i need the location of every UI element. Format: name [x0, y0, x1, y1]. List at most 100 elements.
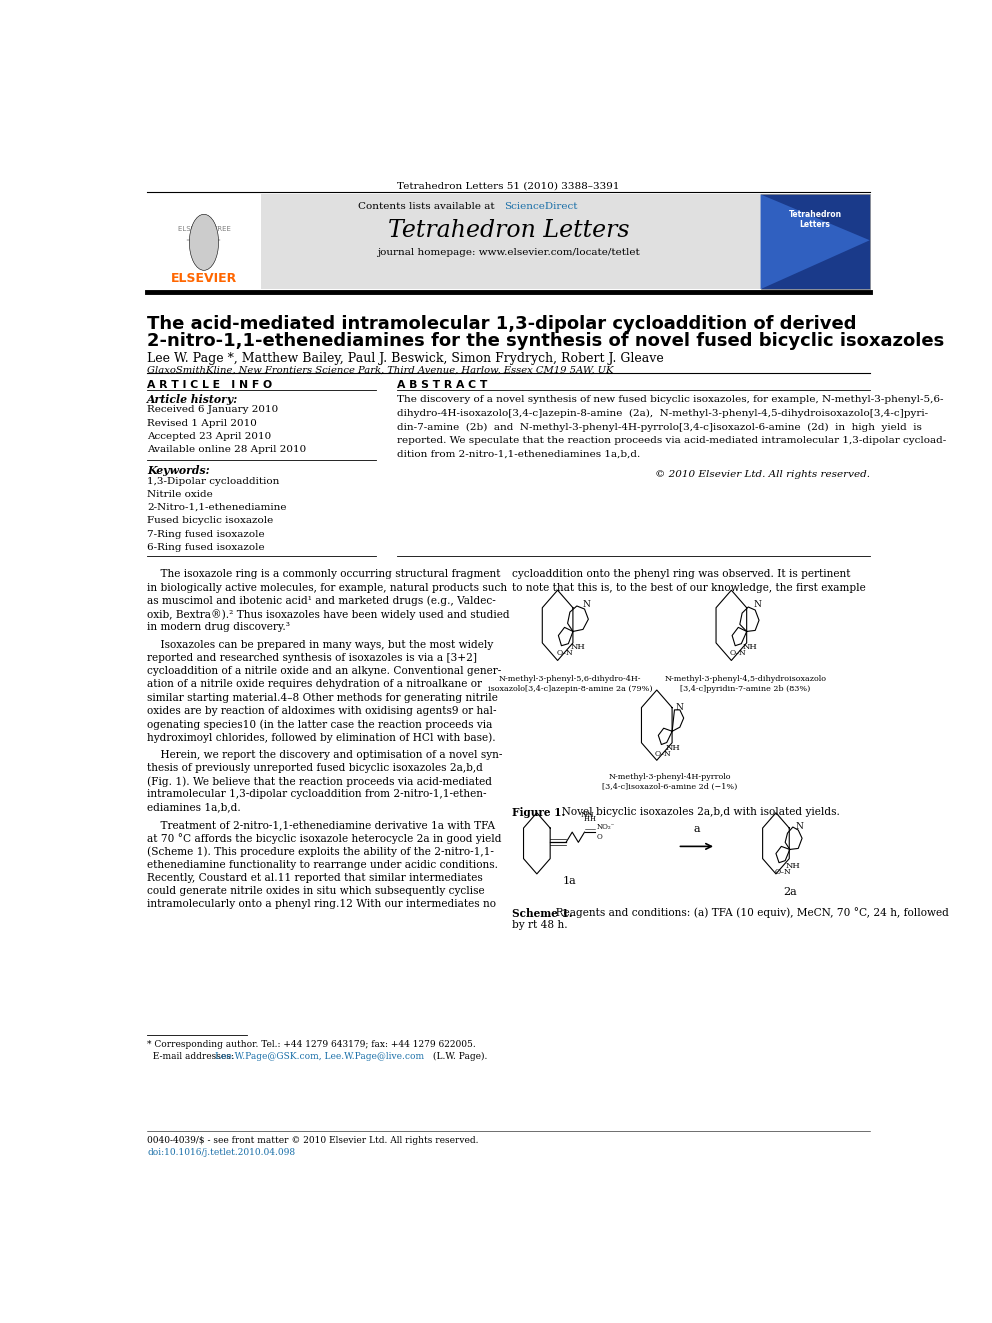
Text: ELSEVIER: ELSEVIER	[171, 273, 237, 286]
Text: at 70 °C affords the bicyclic isoxazole heterocycle 2a in good yield: at 70 °C affords the bicyclic isoxazole …	[147, 833, 502, 844]
Text: 2-nitro-1,1-ethenediamines for the synthesis of novel fused bicyclic isoxazoles: 2-nitro-1,1-ethenediamines for the synth…	[147, 332, 944, 351]
Text: Isoxazoles can be prepared in many ways, but the most widely: Isoxazoles can be prepared in many ways,…	[147, 639, 493, 650]
Text: Lee.W.Page@GSK.com, Lee.W.Page@live.com: Lee.W.Page@GSK.com, Lee.W.Page@live.com	[214, 1052, 424, 1061]
Text: Available online 28 April 2010: Available online 28 April 2010	[147, 445, 307, 454]
Text: A R T I C L E   I N F O: A R T I C L E I N F O	[147, 380, 272, 390]
Text: GlaxoSmithKline, New Frontiers Science Park, Third Avenue, Harlow, Essex CM19 5A: GlaxoSmithKline, New Frontiers Science P…	[147, 365, 614, 374]
FancyBboxPatch shape	[761, 194, 870, 290]
Text: Treatment of 2-nitro-1,1-ethenediamine derivative 1a with TFA: Treatment of 2-nitro-1,1-ethenediamine d…	[147, 820, 495, 830]
Text: N: N	[676, 704, 683, 712]
Text: H: H	[584, 815, 590, 823]
Text: Accepted 23 April 2010: Accepted 23 April 2010	[147, 431, 272, 441]
Text: N: N	[580, 811, 587, 819]
Text: Lee W. Page *, Matthew Bailey, Paul J. Beswick, Simon Frydrych, Robert J. Gleave: Lee W. Page *, Matthew Bailey, Paul J. B…	[147, 352, 664, 365]
Text: E-mail addresses:: E-mail addresses:	[147, 1052, 237, 1061]
Text: NH: NH	[786, 861, 801, 869]
Text: H: H	[590, 815, 596, 823]
Text: intramolecular 1,3-dipolar cycloaddition from 2-nitro-1,1-ethen-: intramolecular 1,3-dipolar cycloaddition…	[147, 790, 486, 799]
Text: oxides are by reaction of aldoximes with oxidising agents9 or hal-: oxides are by reaction of aldoximes with…	[147, 705, 497, 716]
Text: Received 6 January 2010: Received 6 January 2010	[147, 405, 279, 414]
Text: cycloaddition onto the phenyl ring was observed. It is pertinent: cycloaddition onto the phenyl ring was o…	[512, 569, 851, 579]
Text: Tetrahedron Letters 51 (2010) 3388–3391: Tetrahedron Letters 51 (2010) 3388–3391	[397, 181, 620, 191]
Text: O–N: O–N	[557, 648, 573, 656]
Text: NH: NH	[666, 744, 681, 751]
Text: intramolecularly onto a phenyl ring.12 With our intermediates no: intramolecularly onto a phenyl ring.12 W…	[147, 900, 496, 909]
Text: oxib, Bextra®).² Thus isoxazoles have been widely used and studied: oxib, Bextra®).² Thus isoxazoles have be…	[147, 609, 510, 619]
FancyBboxPatch shape	[147, 194, 870, 290]
Text: cycloaddition of a nitrile oxide and an alkyne. Conventional gener-: cycloaddition of a nitrile oxide and an …	[147, 665, 501, 676]
Text: The isoxazole ring is a commonly occurring structural fragment: The isoxazole ring is a commonly occurri…	[147, 569, 501, 579]
Text: N-methyl-3-phenyl-5,6-dihydro-4H-: N-methyl-3-phenyl-5,6-dihydro-4H-	[499, 675, 641, 683]
Text: 7-Ring fused isoxazole: 7-Ring fused isoxazole	[147, 529, 265, 538]
Text: hydroximoyl chlorides, followed by elimination of HCl with base).: hydroximoyl chlorides, followed by elimi…	[147, 733, 496, 742]
Text: [3,4-c]isoxazol-6-amine 2d (−1%): [3,4-c]isoxazol-6-amine 2d (−1%)	[602, 783, 737, 791]
Text: O–N: O–N	[655, 750, 672, 758]
Text: Revised 1 April 2010: Revised 1 April 2010	[147, 418, 257, 427]
Text: The discovery of a novel synthesis of new fused bicyclic isoxazoles, for example: The discovery of a novel synthesis of ne…	[397, 396, 943, 404]
Text: Keywords:: Keywords:	[147, 466, 209, 476]
Text: (L.W. Page).: (L.W. Page).	[430, 1052, 487, 1061]
Text: isoxazolo[3,4-c]azepin-8-amine 2a (79%): isoxazolo[3,4-c]azepin-8-amine 2a (79%)	[488, 685, 652, 693]
Text: The acid-mediated intramolecular 1,3-dipolar cycloaddition of derived: The acid-mediated intramolecular 1,3-dip…	[147, 315, 856, 332]
Text: Figure 1.: Figure 1.	[512, 807, 565, 818]
Text: a: a	[693, 824, 700, 835]
Text: journal homepage: www.elsevier.com/locate/tetlet: journal homepage: www.elsevier.com/locat…	[377, 249, 640, 258]
Text: 1a: 1a	[563, 876, 576, 886]
Text: NH: NH	[570, 643, 585, 651]
Text: ogenating species10 (in the latter case the reaction proceeds via: ogenating species10 (in the latter case …	[147, 720, 492, 729]
Polygon shape	[761, 194, 870, 290]
Text: [3,4-c]pyridin-7-amine 2b (83%): [3,4-c]pyridin-7-amine 2b (83%)	[680, 685, 810, 693]
Text: Herein, we report the discovery and optimisation of a novel syn-: Herein, we report the discovery and opti…	[147, 750, 502, 759]
Text: ediamines 1a,b,d.: ediamines 1a,b,d.	[147, 803, 241, 812]
Text: O–N: O–N	[775, 868, 792, 876]
Text: to note that this is, to the best of our knowledge, the first example: to note that this is, to the best of our…	[512, 582, 866, 593]
Text: N: N	[582, 601, 590, 610]
Text: (Scheme 1). This procedure exploits the ability of the 2-nitro-1,1-: (Scheme 1). This procedure exploits the …	[147, 847, 494, 857]
Text: 0040-4039/$ - see front matter © 2010 Elsevier Ltd. All rights reserved.: 0040-4039/$ - see front matter © 2010 El…	[147, 1135, 478, 1144]
Text: NH: NH	[742, 643, 757, 651]
Text: doi:10.1016/j.tetlet.2010.04.098: doi:10.1016/j.tetlet.2010.04.098	[147, 1148, 296, 1156]
Text: Nitrile oxide: Nitrile oxide	[147, 490, 213, 499]
Text: Article history:: Article history:	[147, 394, 238, 405]
Text: Tetrahedron Letters: Tetrahedron Letters	[388, 218, 629, 242]
Text: dition from 2-nitro-1,1-ethenediamines 1a,b,d.: dition from 2-nitro-1,1-ethenediamines 1…	[397, 450, 640, 459]
Text: reported and researched synthesis of isoxazoles is via a [3+2]: reported and researched synthesis of iso…	[147, 652, 477, 663]
Text: ethenediamine functionality to rearrange under acidic conditions.: ethenediamine functionality to rearrange…	[147, 860, 498, 869]
Text: N: N	[754, 601, 762, 610]
Text: 2a: 2a	[784, 888, 798, 897]
Text: din-7-amine  (2b)  and  N-methyl-3-phenyl-4H-pyrrolo[3,4-c]isoxazol-6-amine  (2d: din-7-amine (2b) and N-methyl-3-phenyl-4…	[397, 422, 922, 431]
Text: in modern drug discovery.³: in modern drug discovery.³	[147, 622, 290, 632]
Text: ELSEVIER TREE: ELSEVIER TREE	[178, 226, 230, 232]
Text: similar starting material.4–8 Other methods for generating nitrile: similar starting material.4–8 Other meth…	[147, 692, 498, 703]
Text: O–N: O–N	[729, 648, 746, 656]
Text: 1,3-Dipolar cycloaddition: 1,3-Dipolar cycloaddition	[147, 476, 280, 486]
Text: O: O	[597, 833, 602, 841]
Text: N-methyl-3-phenyl-4,5-dihydroisoxazolo: N-methyl-3-phenyl-4,5-dihydroisoxazolo	[665, 675, 826, 683]
Text: by rt 48 h.: by rt 48 h.	[512, 919, 567, 930]
Text: Recently, Coustard et al.11 reported that similar intermediates: Recently, Coustard et al.11 reported tha…	[147, 873, 483, 882]
Text: Tetrahedron: Tetrahedron	[789, 209, 842, 218]
Text: (Fig. 1). We believe that the reaction proceeds via acid-mediated: (Fig. 1). We believe that the reaction p…	[147, 777, 492, 787]
Text: could generate nitrile oxides in situ which subsequently cyclise: could generate nitrile oxides in situ wh…	[147, 886, 485, 896]
Text: Novel bicyclic isoxazoles 2a,b,d with isolated yields.: Novel bicyclic isoxazoles 2a,b,d with is…	[555, 807, 839, 816]
Ellipse shape	[189, 214, 218, 270]
Text: NO₂⁻: NO₂⁻	[597, 823, 615, 831]
Text: N: N	[796, 822, 804, 831]
Text: Reagents and conditions: (a) TFA (10 equiv), MeCN, 70 °C, 24 h, followed: Reagents and conditions: (a) TFA (10 equ…	[550, 908, 949, 918]
Text: as muscimol and ibotenic acid¹ and marketed drugs (e.g., Valdec-: as muscimol and ibotenic acid¹ and marke…	[147, 595, 496, 606]
Text: thesis of previously unreported fused bicyclic isoxazoles 2a,b,d: thesis of previously unreported fused bi…	[147, 763, 483, 773]
Text: dihydro-4H-isoxazolo[3,4-c]azepin-8-amine  (2a),  N-methyl-3-phenyl-4,5-dihydroi: dihydro-4H-isoxazolo[3,4-c]azepin-8-amin…	[397, 409, 929, 418]
Text: ScienceDirect: ScienceDirect	[505, 201, 578, 210]
Text: Contents lists available at: Contents lists available at	[357, 201, 501, 210]
Text: N-methyl-3-phenyl-4H-pyrrolo: N-methyl-3-phenyl-4H-pyrrolo	[609, 773, 731, 781]
Text: Scheme 1.: Scheme 1.	[512, 908, 572, 918]
Text: in biologically active molecules, for example, natural products such: in biologically active molecules, for ex…	[147, 582, 507, 593]
Text: 2-Nitro-1,1-ethenediamine: 2-Nitro-1,1-ethenediamine	[147, 503, 287, 512]
Text: © 2010 Elsevier Ltd. All rights reserved.: © 2010 Elsevier Ltd. All rights reserved…	[655, 471, 870, 479]
Text: 6-Ring fused isoxazole: 6-Ring fused isoxazole	[147, 542, 265, 552]
Text: ation of a nitrile oxide requires dehydration of a nitroalkane or: ation of a nitrile oxide requires dehydr…	[147, 679, 482, 689]
Text: Letters: Letters	[800, 220, 830, 229]
Text: reported. We speculate that the reaction proceeds via acid-mediated intramolecul: reported. We speculate that the reaction…	[397, 437, 946, 446]
Text: * Corresponding author. Tel.: +44 1279 643179; fax: +44 1279 622005.: * Corresponding author. Tel.: +44 1279 6…	[147, 1040, 476, 1049]
FancyBboxPatch shape	[147, 194, 261, 290]
